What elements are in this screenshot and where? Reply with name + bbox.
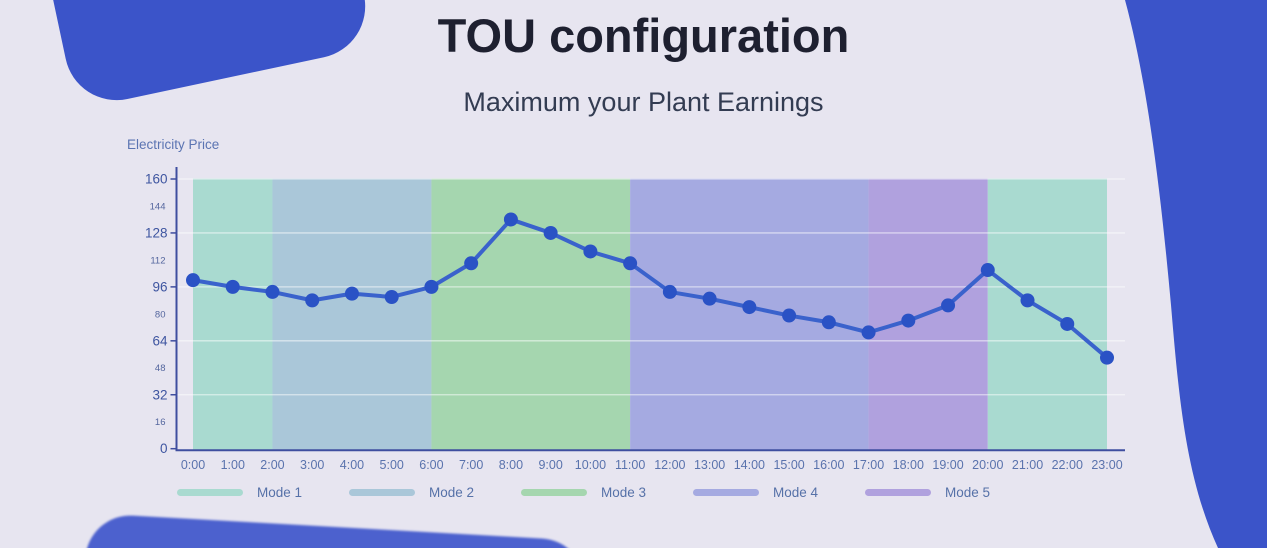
x-tick-label: 12:00 [654, 458, 685, 472]
legend-swatch-icon [865, 489, 931, 496]
x-tick-label: 16:00 [813, 458, 844, 472]
mode-band [272, 178, 432, 450]
price-point [742, 300, 757, 315]
y-tick-label: 96 [152, 279, 167, 294]
price-point [424, 279, 439, 294]
y-tick-label: 128 [145, 225, 168, 240]
price-point [782, 308, 797, 323]
y-tick-label: 160 [145, 172, 168, 187]
legend-label: Mode 2 [429, 485, 475, 500]
x-tick-label: 22:00 [1052, 458, 1083, 472]
x-tick-label: 14:00 [734, 458, 765, 472]
x-tick-label: 1:00 [221, 458, 245, 472]
page-title: TOU configuration [437, 9, 850, 62]
x-tick-label: 19:00 [932, 458, 963, 472]
price-point [503, 212, 518, 227]
y-minor-tick-label: 80 [155, 309, 166, 320]
x-tick-label: 15:00 [773, 458, 804, 472]
legend-label: Mode 3 [601, 485, 647, 500]
legend-swatch-icon [521, 489, 587, 496]
price-point [225, 279, 240, 294]
legend-item: Mode 2 [349, 485, 521, 500]
price-point [305, 293, 320, 308]
x-tick-label: 6:00 [419, 458, 443, 472]
legend-swatch-icon [177, 489, 243, 496]
x-tick-label: 4:00 [340, 458, 364, 472]
price-point [821, 315, 836, 330]
x-tick-label: 5:00 [380, 458, 404, 472]
chart-legend: Mode 1 Mode 2 Mode 3 Mode 4 Mode 5 [177, 485, 990, 500]
x-tick-label: 13:00 [694, 458, 725, 472]
price-point [1020, 293, 1035, 308]
x-tick-label: 0:00 [181, 458, 205, 472]
price-point [543, 225, 558, 240]
x-tick-label: 11:00 [615, 458, 645, 472]
y-tick-label: 64 [152, 333, 168, 348]
x-tick-label: 8:00 [499, 458, 523, 472]
y-minor-tick-label: 144 [150, 201, 166, 212]
legend-label: Mode 4 [773, 485, 819, 500]
legend-label: Mode 1 [257, 485, 303, 500]
price-point [662, 284, 677, 299]
x-tick-label: 3:00 [300, 458, 324, 472]
page-subtitle: Maximum your Plant Earnings [463, 87, 824, 117]
price-point [464, 256, 479, 271]
x-tick-label: 20:00 [972, 458, 1003, 472]
x-tick-label: 10:00 [575, 458, 606, 472]
price-point [901, 313, 916, 328]
y-tick-label: 0 [160, 441, 168, 456]
price-point [941, 298, 956, 313]
price-point [344, 286, 359, 301]
y-tick-label: 32 [152, 387, 167, 402]
price-point [384, 289, 399, 304]
y-minor-tick-label: 112 [150, 255, 165, 266]
legend-item: Mode 1 [177, 485, 349, 500]
price-point [1100, 350, 1114, 365]
x-tick-label: 23:00 [1091, 458, 1122, 472]
y-axis-title: Electricity Price [127, 137, 220, 152]
x-tick-label: 9:00 [538, 458, 562, 472]
x-tick-label: 7:00 [459, 458, 483, 472]
price-point [980, 263, 995, 278]
price-point [265, 284, 280, 299]
legend-swatch-icon [693, 489, 759, 496]
price-point [1060, 316, 1075, 331]
y-minor-tick-label: 16 [155, 417, 166, 428]
legend-swatch-icon [349, 489, 415, 496]
x-tick-label: 2:00 [260, 458, 284, 472]
price-point [861, 325, 876, 340]
mode-band [431, 178, 631, 450]
x-tick-label: 17:00 [853, 458, 884, 472]
price-point [583, 244, 598, 259]
legend-item: Mode 4 [693, 485, 865, 500]
legend-item: Mode 3 [521, 485, 693, 500]
legend-label: Mode 5 [945, 485, 991, 500]
price-point [702, 291, 717, 306]
price-point [623, 256, 638, 271]
price-point [186, 273, 200, 288]
legend-item: Mode 5 [865, 485, 990, 500]
x-tick-label: 18:00 [893, 458, 924, 472]
x-tick-label: 21:00 [1012, 458, 1043, 472]
y-minor-tick-label: 48 [155, 363, 166, 374]
mode-band [193, 178, 273, 450]
